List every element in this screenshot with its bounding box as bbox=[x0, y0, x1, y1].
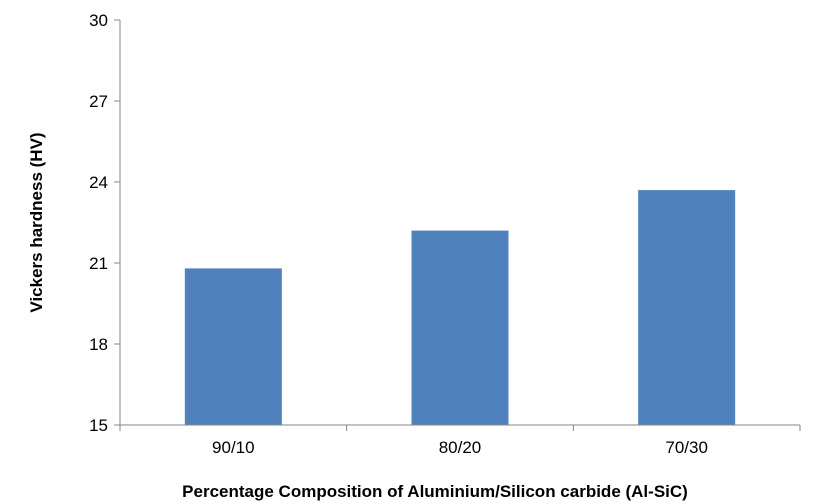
y-tick-label: 30 bbox=[89, 11, 108, 30]
bars bbox=[184, 190, 736, 425]
x-axis-ticks: 90/10 80/20 70/30 bbox=[119, 425, 801, 457]
y-tick-label: 27 bbox=[89, 92, 108, 111]
y-tick-label: 15 bbox=[89, 416, 108, 435]
x-tick-label: 80/20 bbox=[439, 438, 482, 457]
y-axis-title: Vickers hardness (HV) bbox=[27, 132, 46, 312]
y-tick-label: 21 bbox=[89, 254, 108, 273]
y-axis-ticks: 15 18 21 24 27 30 bbox=[89, 11, 120, 435]
x-tick-label: 90/10 bbox=[212, 438, 255, 457]
bar-90-10 bbox=[184, 268, 282, 425]
y-tick-label: 24 bbox=[89, 173, 108, 192]
bar-80-20 bbox=[411, 230, 509, 425]
x-axis-title: Percentage Composition of Aluminium/Sili… bbox=[182, 482, 688, 501]
x-tick-label: 70/30 bbox=[665, 438, 708, 457]
y-tick-label: 18 bbox=[89, 335, 108, 354]
bar-70-30 bbox=[638, 190, 736, 425]
